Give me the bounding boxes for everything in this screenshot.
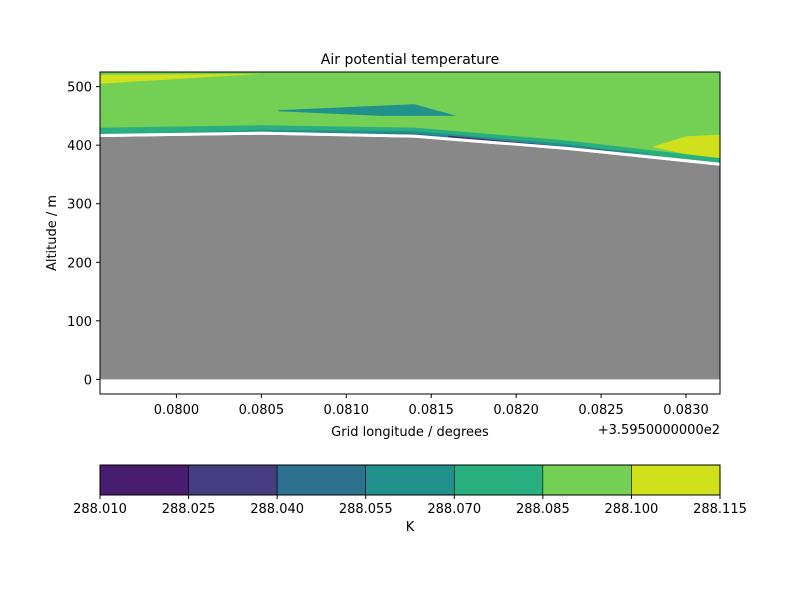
x-tick-label: 0.0805 — [239, 403, 285, 418]
colorbar-tick-label: 288.010 — [73, 502, 127, 517]
y-tick-label: 200 — [67, 256, 92, 271]
colorbar-tick-label: 288.040 — [250, 502, 304, 517]
colorbar-swatch — [99, 464, 189, 496]
colorbar-swatch — [365, 464, 455, 496]
x-tick-label: 0.0820 — [493, 403, 539, 418]
y-tick-label: 500 — [67, 81, 92, 96]
x-tick-label: 0.0800 — [154, 403, 200, 418]
plot-area — [99, 71, 721, 395]
colorbar-swatch — [276, 464, 367, 496]
colorbar-frame — [99, 464, 721, 496]
chart-title: Air potential temperature — [321, 52, 499, 68]
contour-region-3 — [278, 104, 457, 116]
x-tick-label: 0.0830 — [663, 403, 709, 418]
x-axis: 0.0800 0.0805 0.0810 0.0815 0.0820 0.0825 0.08… — [154, 394, 709, 418]
terrain-fill — [100, 134, 720, 380]
colorbar-swatch — [453, 464, 544, 496]
y-tick-label: 300 — [67, 198, 92, 213]
y-tick-label: 0 — [84, 373, 92, 388]
colorbar-tick-label: 288.085 — [516, 502, 570, 517]
x-tick-label: 0.0810 — [324, 403, 370, 418]
terrain-layer — [100, 131, 720, 380]
colorbar-tick-label: 288.115 — [693, 502, 747, 517]
contour-region-1 — [100, 73, 262, 84]
terrain-surface-line — [100, 131, 720, 166]
colorbar-label: K — [406, 520, 415, 535]
x-tick-label: 0.0825 — [578, 403, 624, 418]
colorbar-swatch — [631, 464, 721, 496]
contour-region-2 — [652, 134, 720, 162]
y-tick-label: 100 — [67, 315, 92, 330]
colorbar-swatch — [542, 464, 632, 496]
x-tick-label: 0.0815 — [408, 403, 454, 418]
colorbar-tick-label: 288.100 — [605, 502, 659, 517]
y-axis: 0 100 200 300 400 500 — [67, 81, 100, 388]
colorbar-swatch — [188, 464, 278, 496]
y-axis-label: Altitude / m — [45, 195, 60, 271]
colorbar: 288.010 288.025 288.040 288.055 288.070 288.0… — [73, 464, 747, 517]
plot-frame — [99, 71, 721, 395]
colorbar-tick-label: 288.070 — [427, 502, 481, 517]
colorbar-tick-label: 288.025 — [162, 502, 216, 517]
x-axis-offset-label: +3.5950000000e2 — [598, 423, 720, 438]
y-tick-label: 400 — [67, 139, 92, 154]
colorbar-tick-label: 288.055 — [339, 502, 393, 517]
x-axis-label: Grid longitude / degrees — [331, 425, 489, 440]
